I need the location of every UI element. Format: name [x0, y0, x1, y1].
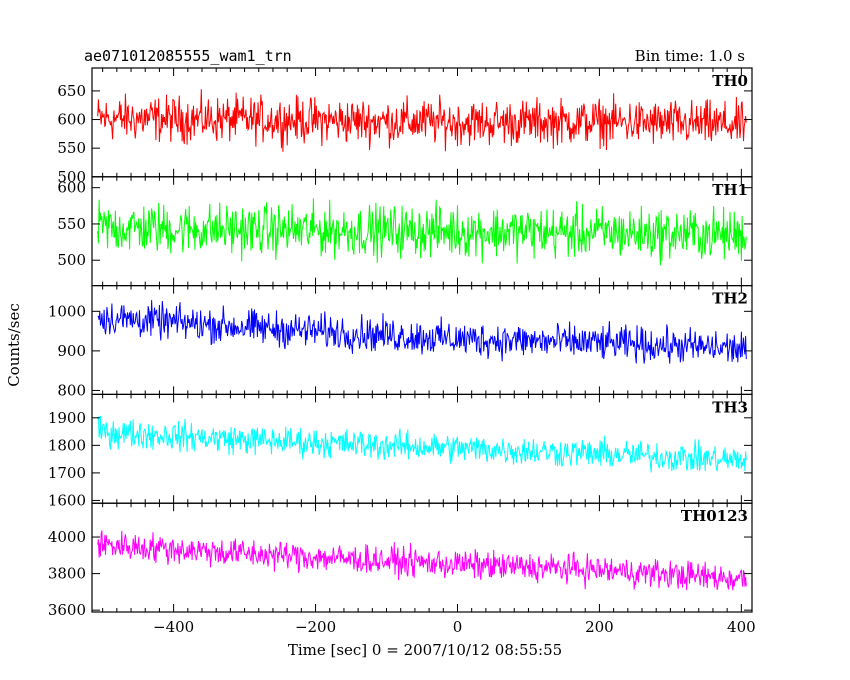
y-tick-label: 1800 — [48, 436, 86, 454]
panel-frame — [91, 285, 753, 396]
y-tick-label: 1600 — [48, 491, 86, 509]
panel-th1: 500 550 600 TH1 — [57, 176, 753, 287]
y-tick-label: 3600 — [48, 601, 86, 619]
panel-frame — [91, 393, 753, 504]
x-axis-label: Time [sec] 0 = 2007/10/12 08:55:55 — [288, 641, 562, 659]
x-tick-label: 0 — [453, 618, 463, 636]
series-line-th2 — [97, 300, 747, 364]
panel-label: TH2 — [712, 290, 748, 308]
y-tick-label: 500 — [57, 168, 86, 186]
panel-th0123: 3600 3800 4000 TH0123 — [48, 502, 753, 619]
x-tick-label: 200 — [585, 618, 614, 636]
y-tick-label: 600 — [57, 179, 86, 197]
series-line-th0 — [97, 89, 747, 152]
x-tick-label: −200 — [295, 618, 336, 636]
panel-label: TH0 — [712, 72, 748, 90]
series-line-th0123 — [97, 530, 747, 591]
panel-label: TH3 — [712, 398, 748, 416]
bin-time-label: Bin time: 1.0 s — [635, 47, 745, 65]
panel-frame — [91, 502, 753, 613]
y-tick-label: 600 — [57, 111, 86, 129]
panel-th3: 1600 1700 1800 1900 TH3 — [48, 393, 753, 509]
y-tick-label: 1900 — [48, 409, 86, 427]
panels-group: 500 550 600 650 TH0 500 550 600 TH1 800 900 1000 TH2… — [48, 67, 756, 636]
panel-th0: 500 550 600 650 TH0 — [57, 67, 753, 186]
y-tick-label: 550 — [57, 215, 86, 233]
y-tick-label: 650 — [57, 82, 86, 100]
y-tick-label: 900 — [57, 342, 86, 360]
y-tick-label: 550 — [57, 139, 86, 157]
series-line-th3 — [97, 415, 747, 473]
y-axis-label: Counts/sec — [5, 303, 23, 387]
y-tick-label: 1700 — [48, 464, 86, 482]
series-line-th1 — [97, 198, 747, 266]
x-tick-label: 400 — [727, 618, 756, 636]
panel-th2: 800 900 1000 TH2 — [48, 285, 753, 399]
panel-label: TH1 — [712, 181, 748, 199]
x-tick-label: −400 — [153, 618, 194, 636]
y-tick-label: 800 — [57, 381, 86, 399]
y-tick-label: 500 — [57, 251, 86, 269]
y-tick-label: 3800 — [48, 565, 86, 583]
panel-label: TH0123 — [681, 507, 748, 525]
y-tick-label: 1000 — [48, 302, 86, 320]
y-tick-label: 4000 — [48, 528, 86, 546]
chart-title: ae071012085555_wam1_trn — [84, 47, 292, 65]
